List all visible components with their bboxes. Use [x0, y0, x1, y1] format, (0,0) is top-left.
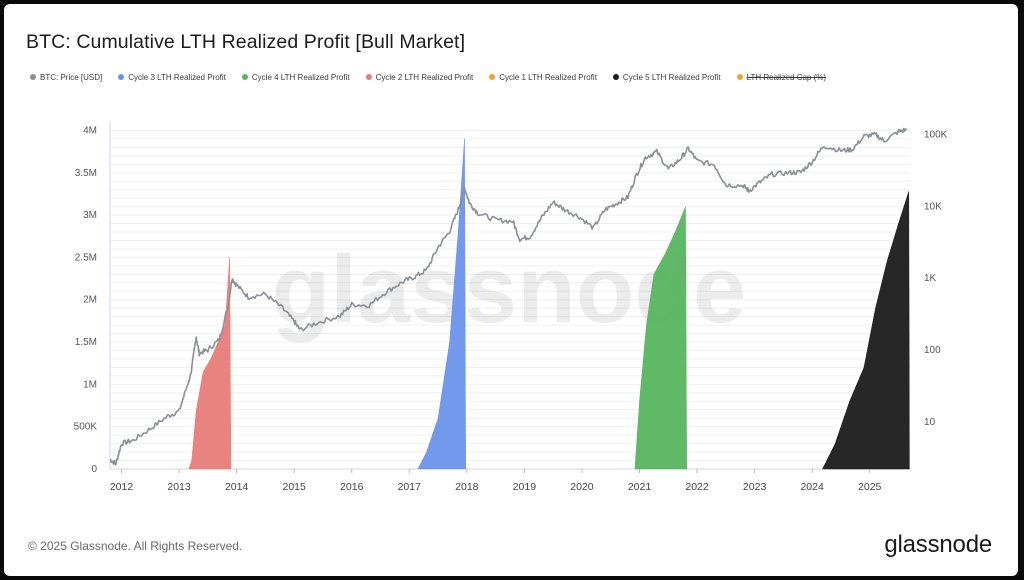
y-left-tick-label: 3.5M: [75, 168, 97, 179]
x-tick-label: 2025: [858, 481, 882, 493]
legend-swatch: [489, 74, 496, 80]
legend-swatch: [118, 74, 125, 80]
chart-area: glassnode 0 500K 1M 1.5M 2M 2.5M 3M 3.5M 4M 10 100 1…: [4, 4, 1018, 576]
x-tick-label: 2018: [455, 481, 479, 493]
legend-item[interactable]: Cycle 5 LTH Realized Profit: [612, 72, 721, 82]
legend-label: LTH Realized Cap (%): [746, 72, 827, 82]
x-tick-label: 2019: [513, 481, 537, 493]
y-left-tick-label: 3M: [83, 210, 97, 221]
legend-label: BTC: Price [USD]: [40, 72, 103, 82]
x-tick-label: 2024: [800, 481, 824, 493]
legend-item[interactable]: LTH Realized Cap (%): [736, 72, 827, 82]
legend-label: Cycle 1 LTH Realized Profit: [499, 72, 597, 82]
x-tick-label: 2015: [282, 481, 306, 493]
x-tick-label: 2013: [167, 481, 191, 493]
y-right-tick-label: 100: [924, 345, 941, 356]
legend-label: Cycle 2 LTH Realized Profit: [375, 72, 474, 82]
legend-swatch: [241, 74, 248, 80]
y-left-tick-label: 500K: [74, 422, 98, 433]
x-tick-label: 2023: [743, 481, 767, 493]
glassnode-logo[interactable]: glassnode: [884, 531, 992, 558]
x-tick-label: 2021: [628, 481, 652, 493]
legend-item[interactable]: Cycle 3 LTH Realized Profit: [118, 73, 226, 82]
legend-item[interactable]: BTC: Price [USD]: [30, 73, 102, 82]
x-tick-label: 2014: [225, 481, 249, 493]
legend-swatch: [365, 74, 372, 80]
area-cycle-5-lth-realized-profit: [822, 191, 910, 470]
area-cycle-4-lth-realized-profit: [634, 206, 687, 470]
y-left-tick-label: 4M: [83, 125, 97, 136]
x-tick-label: 2017: [398, 481, 422, 493]
area-cycle-2-lth-realized-profit: [188, 257, 232, 470]
y-left-tick-label: 1.5M: [75, 337, 97, 348]
copyright-footer: © 2025 Glassnode. All Rights Reserved.: [28, 539, 243, 553]
legend: BTC: Price [USD] Cycle 3 LTH Realized Pro…: [30, 70, 842, 84]
legend-swatch: [736, 74, 743, 80]
legend-item[interactable]: Cycle 4 LTH Realized Profit: [241, 72, 350, 82]
x-tick-label: 2016: [340, 481, 364, 493]
y-left-tick-label: 0: [91, 464, 97, 475]
y-right-tick-label: 100K: [924, 130, 948, 141]
x-tick-label: 2020: [570, 481, 594, 493]
y-right-tick-label: 10K: [924, 201, 942, 212]
x-tick-label: 2022: [685, 481, 709, 493]
legend-swatch: [612, 74, 619, 80]
legend-item[interactable]: Cycle 1 LTH Realized Profit: [489, 73, 597, 82]
chart-svg: glassnode0500K1M1.5M2M2.5M3M3.5M4M101001…: [74, 122, 948, 493]
legend-label: Cycle 3 LTH Realized Profit: [128, 72, 226, 82]
x-tick-label: 2012: [110, 481, 134, 493]
legend-item[interactable]: Cycle 2 LTH Realized Profit: [365, 72, 474, 82]
y-left-tick-label: 1M: [83, 379, 97, 390]
legend-label: Cycle 5 LTH Realized Profit: [622, 72, 721, 82]
y-left-tick-label: 2.5M: [75, 252, 97, 263]
area-cycle-3-lth-realized-profit: [417, 138, 466, 470]
legend-swatch: [30, 74, 36, 80]
chart-card: BTC: Cumulative LTH Realized Profit [Bul…: [4, 4, 1018, 576]
y-left-tick-label: 2M: [83, 295, 97, 306]
y-right-tick-label: 1K: [924, 273, 937, 284]
price-line: [109, 127, 908, 466]
chart-title: BTC: Cumulative LTH Realized Profit [Bul…: [26, 31, 466, 53]
y-right-tick-label: 10: [924, 417, 936, 428]
legend-label: Cycle 4 LTH Realized Profit: [251, 72, 350, 82]
